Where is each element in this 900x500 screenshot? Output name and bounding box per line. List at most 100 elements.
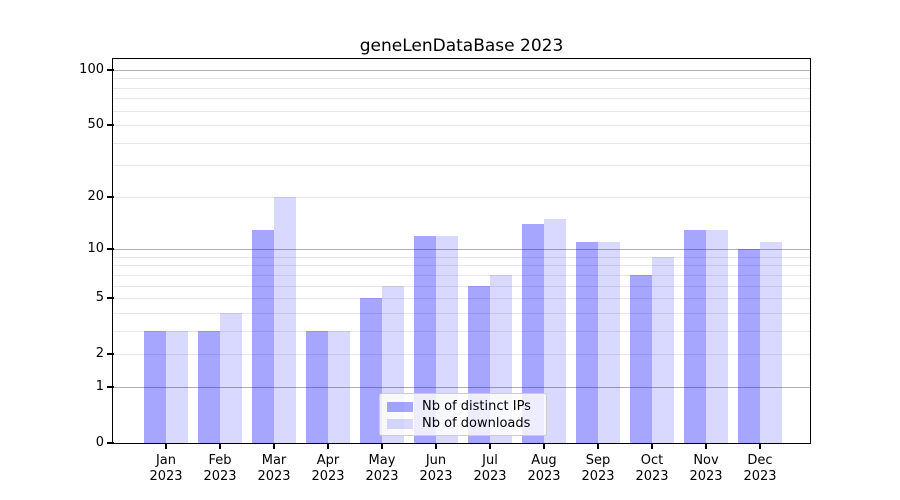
bar-downloads [706, 229, 728, 443]
x-tick-mark [273, 443, 275, 449]
legend-swatch [387, 401, 413, 412]
minor-gridline [113, 196, 810, 198]
minor-gridline [113, 312, 810, 314]
x-tick-month: Oct [640, 453, 664, 468]
bar-distinct-ips [738, 249, 760, 443]
y-tick-label: 5 [95, 290, 104, 306]
x-tick-month: Jun [425, 453, 447, 468]
bar-distinct-ips [252, 229, 274, 443]
x-tick-label: Aug 2023 [516, 453, 572, 485]
legend-label: Nb of downloads [422, 416, 531, 431]
x-tick-month: Nov [693, 453, 719, 468]
x-tick-label: Apr 2023 [300, 453, 356, 485]
x-tick-mark [489, 443, 491, 449]
x-tick-label: Mar 2023 [246, 453, 302, 485]
x-tick-label: Jan 2023 [138, 453, 194, 485]
bar-downloads [328, 330, 350, 443]
bar-downloads [220, 312, 242, 443]
minor-gridline [113, 98, 810, 100]
bar-downloads [166, 330, 188, 443]
x-tick-label: Dec 2023 [732, 453, 788, 485]
minor-gridline [113, 256, 810, 258]
x-tick-year: 2023 [581, 469, 615, 484]
bar-distinct-ips [306, 330, 328, 443]
x-tick-mark [327, 443, 329, 449]
x-tick-label: Jun 2023 [408, 453, 464, 485]
bar-downloads [544, 218, 566, 443]
major-gridline [113, 249, 810, 251]
bar-distinct-ips [198, 330, 220, 443]
x-tick-year: 2023 [311, 469, 345, 484]
x-tick-mark [165, 443, 167, 449]
y-tick-mark [106, 297, 114, 299]
minor-gridline [113, 330, 810, 332]
x-tick-label: Feb 2023 [192, 453, 248, 485]
x-tick-mark [705, 443, 707, 449]
x-tick-label: May 2023 [354, 453, 410, 485]
x-tick-year: 2023 [743, 469, 777, 484]
minor-gridline [113, 87, 810, 89]
minor-gridline [113, 165, 810, 167]
legend-label: Nb of distinct IPs [422, 399, 531, 414]
x-tick-year: 2023 [365, 469, 399, 484]
y-tick-mark [106, 124, 114, 126]
minor-gridline [113, 78, 810, 80]
y-tick-label: 50 [87, 117, 104, 133]
minor-gridline [113, 285, 810, 287]
y-tick-mark [106, 353, 114, 355]
bar-downloads [652, 256, 674, 443]
x-tick-month: Aug [531, 453, 557, 468]
bar-distinct-ips [360, 298, 382, 443]
minor-gridline [113, 298, 810, 300]
x-tick-mark [435, 443, 437, 449]
minor-gridline [113, 110, 810, 112]
x-tick-month: Mar [261, 453, 287, 468]
legend-swatch [387, 418, 413, 429]
bar-distinct-ips [630, 274, 652, 443]
minor-gridline [113, 354, 810, 356]
x-tick-year: 2023 [203, 469, 237, 484]
y-tick-mark [106, 442, 114, 444]
y-tick-label: 100 [79, 61, 104, 77]
bar-distinct-ips [684, 229, 706, 443]
x-tick-month: Jan [155, 453, 177, 468]
x-tick-year: 2023 [473, 469, 507, 484]
major-gridline [113, 69, 810, 71]
bar-distinct-ips [144, 330, 166, 443]
x-tick-label: Jul 2023 [462, 453, 518, 485]
x-tick-mark [381, 443, 383, 449]
x-tick-label: Nov 2023 [678, 453, 734, 485]
legend: Nb of distinct IPs Nb of downloads [379, 393, 547, 436]
x-tick-month: Dec [747, 453, 773, 468]
x-tick-month: Feb [208, 453, 232, 468]
y-tick-mark [106, 386, 114, 388]
y-tick-label: 0 [95, 435, 104, 450]
x-tick-year: 2023 [257, 469, 291, 484]
x-tick-month: May [368, 453, 396, 468]
y-tick-label: 20 [87, 188, 104, 204]
minor-gridline [113, 265, 810, 267]
bar-downloads [598, 242, 620, 443]
x-tick-mark [759, 443, 761, 449]
minor-gridline [113, 125, 810, 127]
bar-downloads [436, 235, 458, 443]
x-tick-mark [651, 443, 653, 449]
bar-distinct-ips [414, 235, 436, 443]
legend-row: Nb of downloads [387, 416, 539, 431]
chart-title: geneLenDataBase 2023 [359, 36, 564, 56]
y-tick-mark [106, 248, 114, 250]
minor-gridline [113, 274, 810, 276]
y-tick-mark [106, 196, 114, 198]
bar-downloads [274, 196, 296, 443]
x-tick-month: Jul [482, 453, 498, 468]
x-tick-month: Apr [316, 453, 340, 468]
y-tick-mark [106, 69, 114, 71]
x-tick-year: 2023 [635, 469, 669, 484]
x-tick-month: Sep [585, 453, 611, 468]
y-tick-label: 10 [87, 241, 104, 257]
legend-row: Nb of distinct IPs [387, 399, 539, 414]
plot-area: Nb of distinct IPs Nb of downloads [113, 59, 810, 443]
x-tick-mark [543, 443, 545, 449]
y-tick-label: 2 [95, 346, 104, 362]
